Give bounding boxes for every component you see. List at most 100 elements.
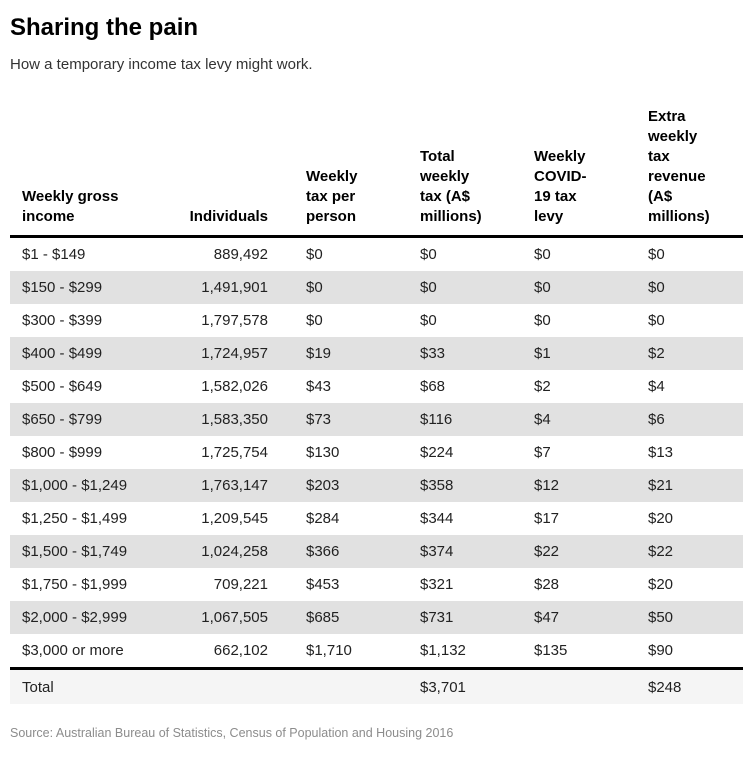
table-footer: Total $3,701 $248 <box>10 668 743 705</box>
cell-income-bracket: $1,250 - $1,499 <box>22 510 128 527</box>
cell-total-weekly-tax: $321 <box>420 576 454 593</box>
cell-total-weekly-tax: $374 <box>420 543 454 560</box>
cell-weekly-tax-per-person: $0 <box>306 279 323 296</box>
cell-total-weekly-tax: $1,132 <box>420 642 466 659</box>
total-weekly-tax-value: $3,701 <box>420 678 466 696</box>
page-subtitle: How a temporary income tax levy might wo… <box>10 56 313 73</box>
cell-total-weekly-tax: $224 <box>420 444 454 461</box>
cell-extra-revenue: $50 <box>648 609 674 626</box>
cell-total-weekly-tax: $0 <box>420 246 437 263</box>
cell-income-bracket: $150 - $299 <box>22 279 103 296</box>
cell-covid-levy: $12 <box>534 477 560 494</box>
table-row: $3,000 or more 662,102 $1,710 $1,132 $135 $90 <box>10 634 743 669</box>
source-note: Source: Australian Bureau of Statistics,… <box>10 726 454 740</box>
cell-income-bracket: $1 - $149 <box>22 246 86 263</box>
cell-weekly-tax-per-person: $19 <box>306 345 332 362</box>
cell-covid-levy: $28 <box>534 576 560 593</box>
column-header-weekly-tax-per-person: Weekly tax per person <box>306 168 358 225</box>
total-weekly-tax-per-person-empty <box>280 669 394 705</box>
table-row: $1,250 - $1,499 1,209,545 $284 $344 $17 $20 <box>10 502 743 535</box>
cell-extra-revenue: $0 <box>648 312 665 329</box>
page-title: Sharing the pain <box>10 14 199 41</box>
cell-extra-revenue: $2 <box>648 345 665 362</box>
cell-covid-levy: $0 <box>534 312 551 329</box>
cell-extra-revenue: $22 <box>648 543 674 560</box>
cell-weekly-tax-per-person: $453 <box>306 576 340 593</box>
cell-individuals: 1,067,505 <box>201 609 268 626</box>
cell-covid-levy: $0 <box>534 246 551 263</box>
cell-weekly-tax-per-person: $130 <box>306 444 340 461</box>
cell-extra-revenue: $90 <box>648 642 674 659</box>
cell-extra-revenue: $21 <box>648 477 674 494</box>
cell-covid-levy: $0 <box>534 279 551 296</box>
table-row: $800 - $999 1,725,754 $130 $224 $7 $13 <box>10 436 743 469</box>
cell-covid-levy: $7 <box>534 444 551 461</box>
column-header-weekly-covid19-tax-levy: Weekly COVID- 19 tax levy <box>534 148 587 225</box>
cell-covid-levy: $4 <box>534 411 551 428</box>
cell-extra-revenue: $6 <box>648 411 665 428</box>
cell-covid-levy: $47 <box>534 609 560 626</box>
cell-individuals: 1,583,350 <box>201 411 268 428</box>
cell-weekly-tax-per-person: $1,710 <box>306 642 352 659</box>
total-row: Total $3,701 $248 <box>10 668 743 705</box>
cell-individuals: 889,492 <box>213 246 268 263</box>
cell-covid-levy: $17 <box>534 510 560 527</box>
table-row: $400 - $499 1,724,957 $19 $33 $1 $2 <box>10 337 743 370</box>
column-header-extra-weekly-tax-revenue: Extra weekly tax revenue (A$ millions) <box>648 108 710 225</box>
table-header: Weekly gross income Individuals Weekly t… <box>10 107 743 237</box>
cell-individuals: 1,582,026 <box>201 378 268 395</box>
cell-extra-revenue: $0 <box>648 246 665 263</box>
cell-weekly-tax-per-person: $0 <box>306 312 323 329</box>
cell-income-bracket: $800 - $999 <box>22 444 103 461</box>
cell-income-bracket: $1,750 - $1,999 <box>22 576 128 593</box>
cell-income-bracket: $400 - $499 <box>22 345 103 362</box>
table-row: $500 - $649 1,582,026 $43 $68 $2 $4 <box>10 370 743 403</box>
cell-weekly-tax-per-person: $73 <box>306 411 332 428</box>
table-body: $1 - $149 889,492 $0 $0 $0 $0 $150 - $299 1,491… <box>10 237 743 669</box>
cell-weekly-tax-per-person: $685 <box>306 609 340 626</box>
cell-extra-revenue: $4 <box>648 378 665 395</box>
cell-total-weekly-tax: $0 <box>420 279 437 296</box>
column-header-individuals: Individuals <box>189 208 268 225</box>
cell-total-weekly-tax: $344 <box>420 510 454 527</box>
table-row: $1,500 - $1,749 1,024,258 $366 $374 $22 $22 <box>10 535 743 568</box>
cell-total-weekly-tax: $731 <box>420 609 454 626</box>
cell-weekly-tax-per-person: $43 <box>306 378 332 395</box>
cell-total-weekly-tax: $33 <box>420 345 446 362</box>
cell-individuals: 1,725,754 <box>201 444 268 461</box>
total-individuals-empty <box>170 669 280 705</box>
cell-income-bracket: $1,500 - $1,749 <box>22 543 128 560</box>
total-covid-levy-empty <box>508 669 622 705</box>
cell-individuals: 1,797,578 <box>201 312 268 329</box>
cell-individuals: 1,763,147 <box>201 477 268 494</box>
column-header-total-weekly-tax: Total weekly tax (A$ millions) <box>420 148 482 225</box>
table-row: $2,000 - $2,999 1,067,505 $685 $731 $47 $50 <box>10 601 743 634</box>
cell-extra-revenue: $20 <box>648 510 674 527</box>
table-row: $1,750 - $1,999 709,221 $453 $321 $28 $20 <box>10 568 743 601</box>
cell-extra-revenue: $13 <box>648 444 674 461</box>
cell-individuals: 709,221 <box>213 576 268 593</box>
table-row: $1,000 - $1,249 1,763,147 $203 $358 $12 $21 <box>10 469 743 502</box>
column-header-weekly-gross-income: Weekly gross income <box>22 188 119 225</box>
cell-weekly-tax-per-person: $366 <box>306 543 340 560</box>
cell-income-bracket: $650 - $799 <box>22 411 103 428</box>
cell-extra-revenue: $20 <box>648 576 674 593</box>
table-row: $1 - $149 889,492 $0 $0 $0 $0 <box>10 237 743 272</box>
cell-covid-levy: $2 <box>534 378 551 395</box>
cell-total-weekly-tax: $116 <box>420 411 453 428</box>
table-row: $300 - $399 1,797,578 $0 $0 $0 $0 <box>10 304 743 337</box>
table-row: $150 - $299 1,491,901 $0 $0 $0 $0 <box>10 271 743 304</box>
cell-income-bracket: $2,000 - $2,999 <box>22 609 128 626</box>
cell-income-bracket: $500 - $649 <box>22 378 103 395</box>
cell-individuals: 1,209,545 <box>201 510 268 527</box>
cell-total-weekly-tax: $0 <box>420 312 437 329</box>
cell-weekly-tax-per-person: $203 <box>306 477 340 494</box>
cell-individuals: 1,724,957 <box>201 345 268 362</box>
cell-income-bracket: $3,000 or more <box>22 642 124 659</box>
cell-weekly-tax-per-person: $0 <box>306 246 323 263</box>
cell-covid-levy: $1 <box>534 345 551 362</box>
cell-individuals: 1,491,901 <box>201 279 268 296</box>
total-label: Total <box>22 678 54 696</box>
total-extra-revenue-value: $248 <box>648 678 682 696</box>
